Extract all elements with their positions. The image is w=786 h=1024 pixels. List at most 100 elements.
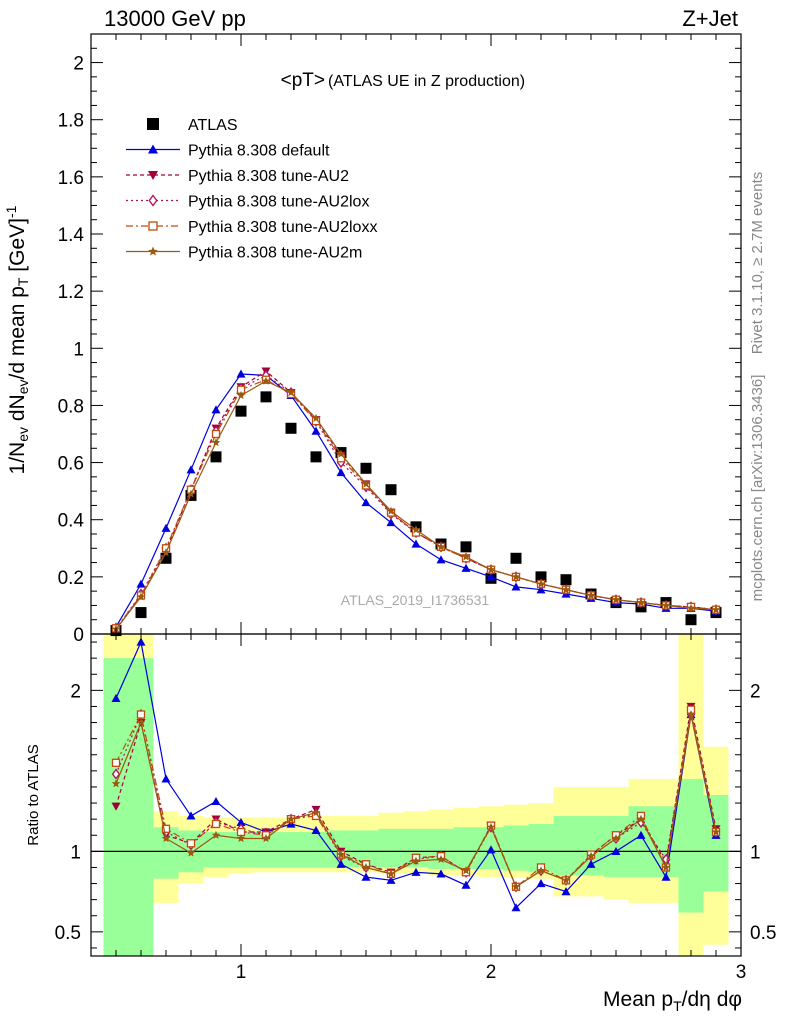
- data-point: [611, 834, 621, 843]
- main-y-tick-label: 1.4: [58, 225, 85, 246]
- data-point: [711, 605, 721, 614]
- data-point: [486, 845, 496, 854]
- legend-label: Pythia 8.308 tune-AU2: [188, 168, 349, 185]
- legend-marker: [148, 144, 158, 154]
- data-point: [361, 479, 371, 488]
- legend-entry: Pythia 8.308 tune-AU2lox: [126, 194, 369, 211]
- main-subtitle: (ATLAS UE in Z production): [328, 73, 525, 90]
- legend-label: ATLAS: [188, 117, 238, 134]
- ratio-uncertainty-bands: [103, 634, 729, 956]
- data-point: [411, 525, 421, 534]
- main-y-tick-label: 0.8: [58, 396, 84, 417]
- data-point: [685, 614, 697, 626]
- data-point: [235, 405, 247, 417]
- legend: ATLAS Pythia 8.308 default Pythia 8.308 tu…: [126, 117, 377, 262]
- data-point: [111, 779, 121, 788]
- data-point: [111, 802, 121, 811]
- legend-marker: [147, 118, 159, 130]
- data-point: [311, 413, 321, 422]
- data-point: [136, 579, 146, 588]
- legend-label: Pythia 8.308 default: [188, 143, 330, 160]
- green-band-segment: [278, 832, 304, 868]
- data-point: [536, 579, 546, 588]
- main-y-tick-label: 0.6: [58, 454, 84, 475]
- data-point: [160, 552, 172, 564]
- data-point: [411, 539, 421, 548]
- ratio-plot-area: [91, 637, 741, 912]
- x-axis-label: Mean pT/dη dφ: [603, 988, 742, 1014]
- data-point: [686, 603, 696, 612]
- green-band-segment: [453, 827, 479, 870]
- green-band-segment: [603, 815, 629, 878]
- data-point: [461, 880, 471, 889]
- data-point: [461, 552, 471, 561]
- mcplots-label: mcplots.cern.ch [arXiv:1306.3436]: [749, 375, 766, 602]
- legend-label: Pythia 8.308 tune-AU2loxx: [188, 219, 377, 236]
- x-tick-label: 2: [486, 962, 497, 983]
- legend-marker: [148, 194, 158, 207]
- legend-label: Pythia 8.308 tune-AU2lox: [188, 194, 369, 211]
- data-point: [161, 824, 171, 833]
- data-point: [311, 825, 321, 835]
- data-point: [436, 555, 446, 564]
- data-point: [311, 426, 321, 435]
- data-point: [236, 834, 246, 843]
- data-point: [186, 489, 196, 498]
- ratio-y-tick-label-right: 2: [750, 681, 761, 702]
- series-line: [115, 379, 717, 629]
- data-point: [111, 768, 121, 780]
- data-point: [311, 808, 321, 817]
- analysis-watermark: ATLAS_2019_I1736531: [341, 592, 490, 608]
- data-point: [386, 869, 396, 878]
- data-point: [336, 449, 346, 458]
- data-point: [161, 523, 171, 532]
- data-point: [511, 572, 521, 581]
- data-point: [211, 429, 221, 439]
- data-point: [636, 830, 646, 839]
- main-y-axis-label: 1/Nev dNev/d mean pT [GeV]-1: [3, 205, 31, 474]
- data-point: [586, 851, 596, 860]
- green-band-segment: [553, 815, 579, 876]
- legend-entry: Pythia 8.308 tune-AU2loxx: [126, 219, 377, 236]
- data-point: [260, 391, 272, 403]
- data-point: [411, 867, 421, 876]
- data-point: [561, 585, 571, 594]
- legend-label: Pythia 8.308 tune-AU2m: [188, 245, 362, 262]
- data-point: [486, 565, 496, 574]
- green-band-segment: [703, 795, 729, 892]
- data-point: [286, 388, 296, 397]
- green-band-segment: [128, 658, 154, 956]
- data-point: [611, 595, 621, 604]
- data-point: [336, 468, 346, 477]
- ratio-y-tick-label-left: 2: [70, 681, 81, 702]
- data-point: [510, 552, 522, 564]
- data-point: [285, 422, 297, 434]
- data-point: [536, 866, 546, 875]
- ratio-y-axis-label: Ratio to ATLAS: [25, 744, 42, 845]
- data-point: [386, 875, 396, 884]
- data-point: [535, 571, 547, 583]
- data-point: [236, 817, 246, 826]
- data-point: [611, 846, 621, 855]
- data-point: [186, 465, 196, 474]
- data-point: [486, 822, 496, 831]
- ratio-y-tick-label-left: 0.5: [55, 923, 81, 944]
- data-point: [111, 758, 121, 767]
- main-y-tick-label: 0.2: [58, 568, 84, 589]
- data-point: [286, 814, 296, 823]
- data-point: [261, 376, 271, 385]
- data-point: [586, 859, 596, 868]
- data-point: [661, 863, 671, 872]
- data-point: [636, 598, 646, 607]
- data-point: [211, 830, 221, 839]
- data-point: [385, 484, 397, 496]
- data-point: [211, 796, 221, 806]
- data-point: [211, 438, 221, 447]
- legend-marker: [148, 221, 158, 231]
- data-point: [236, 390, 246, 400]
- data-point: [360, 462, 372, 474]
- data-point: [511, 903, 521, 912]
- green-band-segment: [678, 778, 704, 913]
- data-point: [560, 574, 572, 586]
